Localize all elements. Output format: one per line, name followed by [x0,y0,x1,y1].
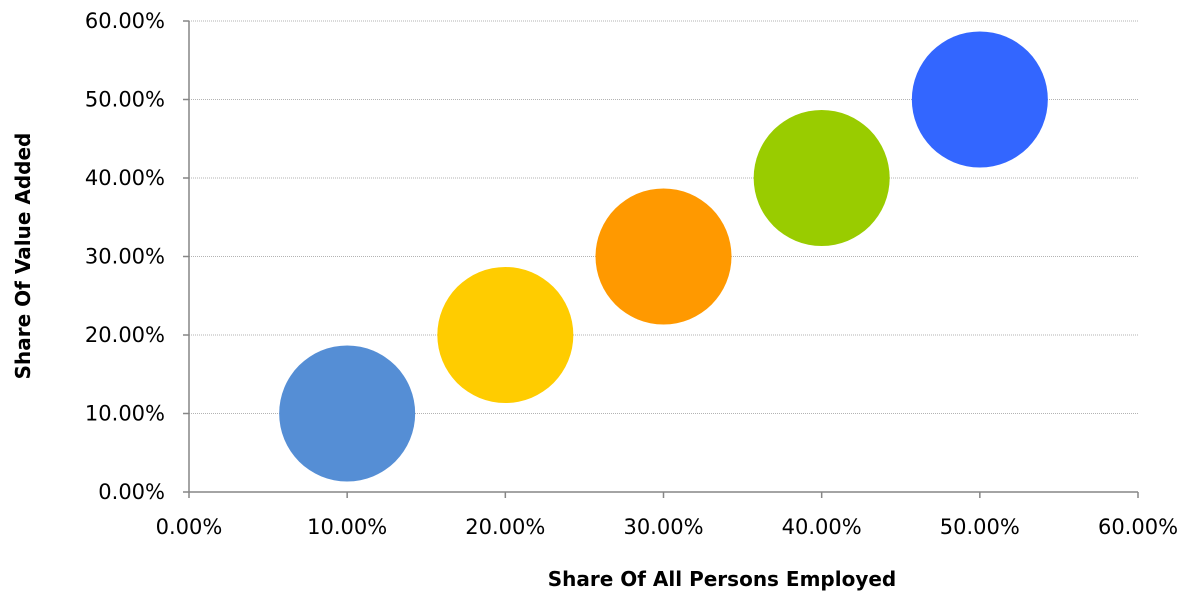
y-tick-label: 40.00% [85,166,165,190]
x-tick-label: 50.00% [940,515,1020,539]
x-tick-label: 60.00% [1098,515,1178,539]
x-tick-label: 40.00% [782,515,862,539]
x-tick-label: 0.00% [156,515,223,539]
bubble-point-1[interactable] [279,345,416,482]
x-tick-label: 30.00% [623,515,703,539]
y-tick-label: 10.00% [85,402,165,426]
bubble-point-2[interactable] [437,267,574,403]
axis-layer [183,20,1139,498]
y-axis-title: Share Of Value Added [11,133,35,380]
y-tick-label: 50.00% [85,88,165,112]
bubble-layer [279,31,1048,482]
y-tick-label: 20.00% [85,323,165,347]
y-tick-label: 60.00% [85,9,165,33]
bubble-point-4[interactable] [753,110,890,246]
x-axis-title: Share Of All Persons Employed [548,567,897,591]
label-layer: 0.00% 10.00% 20.00% 30.00% 40.00% 50.00% 60.00… [85,9,1178,539]
bubble-point-5[interactable] [911,31,1048,168]
y-tick-label: 0.00% [98,480,165,504]
bubble-point-3[interactable] [595,188,732,325]
x-tick-label: 20.00% [465,515,545,539]
y-tick-label: 30.00% [85,245,165,269]
x-tick-label: 10.00% [307,515,387,539]
